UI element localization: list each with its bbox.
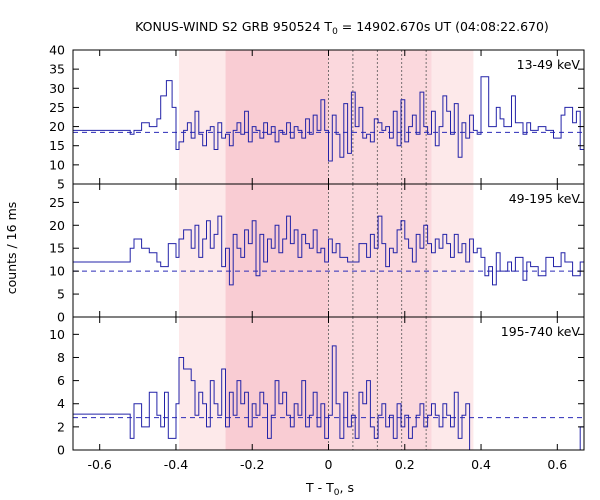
- y-tick-label: 0: [57, 310, 65, 325]
- dark-band: [225, 317, 329, 450]
- light-curve-series: [73, 215, 584, 286]
- y-tick-label: 20: [49, 119, 65, 134]
- y-axis-label: counts / 16 ms: [4, 202, 19, 295]
- y-tick-label: 15: [49, 138, 65, 153]
- panel-energy-label: 13-49 keV: [517, 57, 581, 72]
- y-tick-label: 25: [49, 100, 65, 115]
- mid-band: [328, 50, 432, 184]
- x-tick-label: 0.2: [395, 457, 415, 472]
- panel-3: 0 2 4 6 8 10 195-740 keV: [49, 316, 585, 458]
- y-tick-label: 35: [49, 62, 65, 77]
- x-tick-label: -0.2: [240, 457, 264, 472]
- y-tick-label: 2: [57, 419, 65, 434]
- x-tick-label: -0.4: [164, 457, 188, 472]
- y-tick-label: 20: [49, 218, 65, 233]
- panel-energy-label: 195-740 keV: [501, 324, 581, 339]
- panel-1: 5 10 15 20 25 30 35 40 13-49 keV: [49, 43, 585, 192]
- y-tick-label: 5: [57, 177, 65, 192]
- y-tick-label: 25: [49, 195, 65, 210]
- x-tick-label: 0: [325, 457, 333, 472]
- y-tick-label: 4: [57, 396, 65, 411]
- y-tick-label: 10: [49, 157, 65, 172]
- mid-band: [328, 317, 432, 450]
- y-tick-label: 10: [49, 327, 65, 342]
- y-tick-label: 8: [57, 350, 65, 365]
- y-tick-label: 30: [49, 81, 65, 96]
- y-tick-label: 15: [49, 241, 65, 256]
- x-tick-label: 0.6: [547, 457, 567, 472]
- x-tick-label: -0.6: [87, 457, 111, 472]
- light-curve-series: [73, 76, 584, 162]
- panel-2: 0 5 10 15 20 25 49-195 keV: [49, 183, 585, 325]
- light-curve-series: [73, 345, 584, 451]
- x-axis-label: T - T0, s: [305, 480, 354, 498]
- y-tick-label: 10: [49, 264, 65, 279]
- chart-title: KONUS-WIND S2 GRB 950524 T0 = 14902.670s…: [135, 19, 549, 37]
- x-tick-label: 0.4: [471, 457, 491, 472]
- dark-band: [225, 184, 329, 317]
- y-tick-label: 40: [49, 43, 65, 58]
- mid-band: [328, 184, 432, 317]
- dark-band: [225, 50, 329, 184]
- y-tick-label: 5: [57, 287, 65, 302]
- y-tick-label: 6: [57, 373, 65, 388]
- panel-energy-label: 49-195 keV: [509, 191, 581, 206]
- y-tick-label: 0: [57, 443, 65, 458]
- x-tick-labels: -0.6 -0.4 -0.2 0 0.2 0.4 0.6: [87, 457, 567, 472]
